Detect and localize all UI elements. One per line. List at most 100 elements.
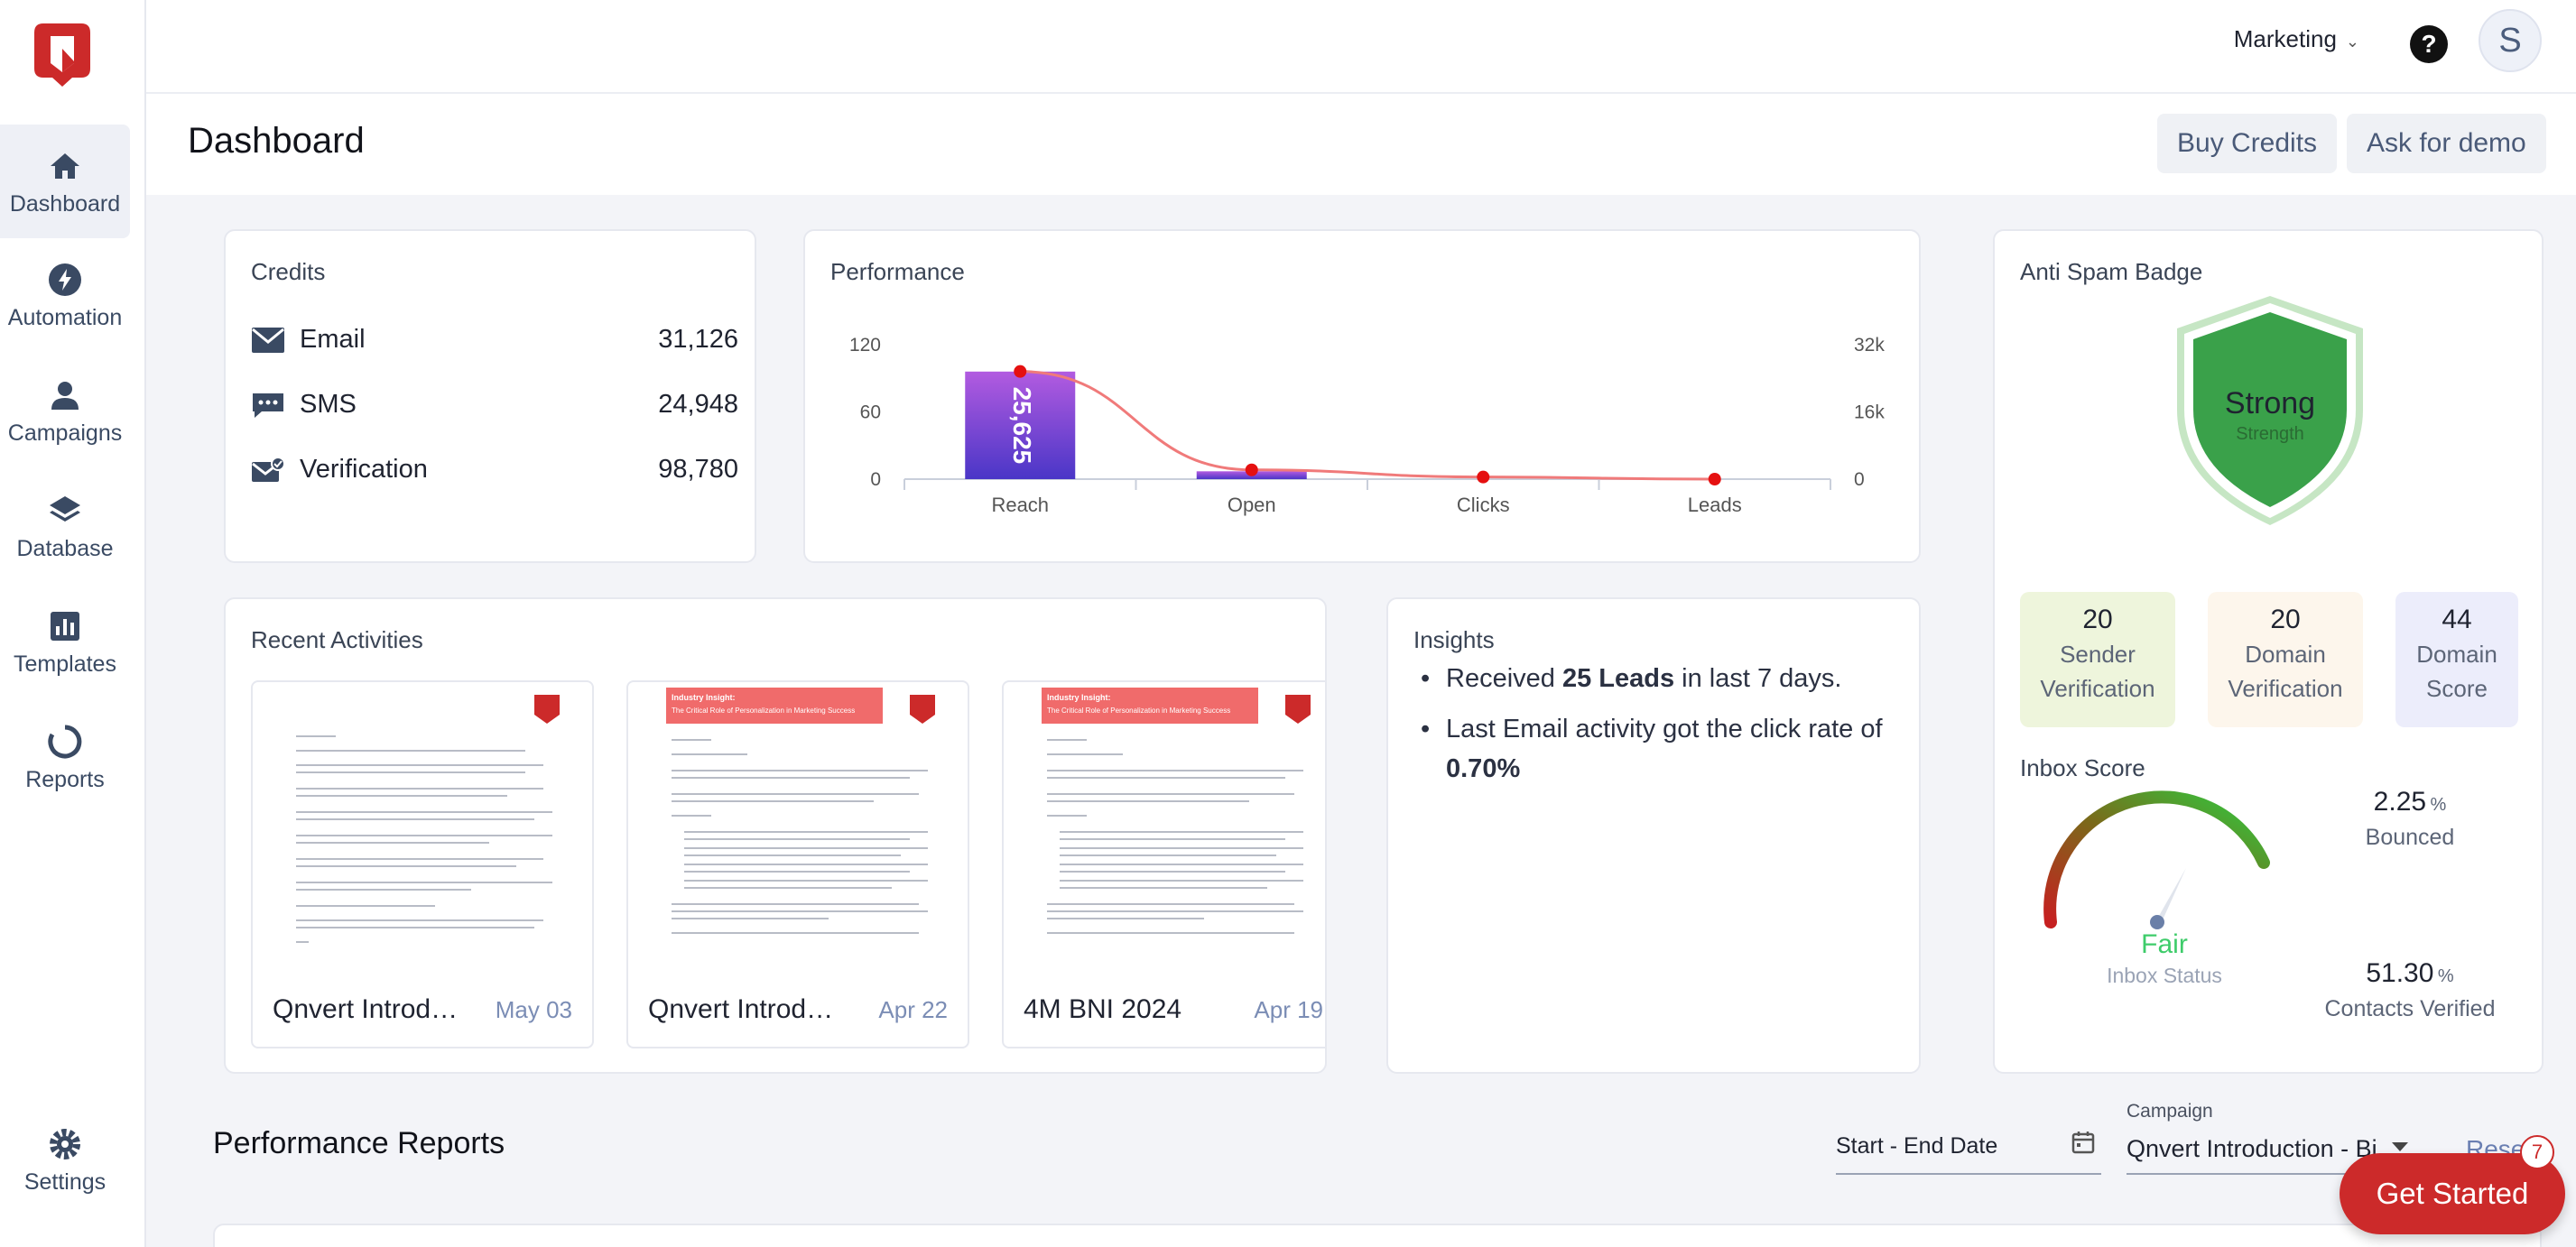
credit-value: 98,780	[658, 455, 738, 484]
email-preview-thumbnail	[296, 695, 560, 943]
credit-label: Verification	[300, 455, 428, 484]
line-point	[1014, 365, 1027, 378]
ask-demo-button[interactable]: Ask for demo	[2347, 114, 2546, 173]
insight-highlight: 0.70%	[1446, 754, 1521, 783]
metric-label: Sender	[2060, 641, 2136, 668]
metric-label: Score	[2426, 675, 2488, 702]
calendar-icon[interactable]	[2071, 1130, 2096, 1155]
sidebar-item-templates[interactable]: Templates	[0, 585, 130, 698]
workspace-label: Marketing	[2233, 25, 2337, 52]
inbox-status-value: Fair	[2141, 929, 2188, 959]
sidebar-item-settings[interactable]: Settings	[0, 1103, 130, 1216]
credit-row-verification: Verification 98,780	[251, 448, 738, 493]
y2-tick-label: 16k	[1854, 402, 1885, 423]
sidebar-item-label: Templates	[14, 651, 116, 677]
metric-domain-verification: 20 Domain Verification	[2208, 592, 2363, 727]
workspace-select[interactable]: Marketing ⌄	[2234, 25, 2359, 53]
x-tick-label: Reach	[991, 494, 1049, 516]
line-point	[1708, 473, 1721, 485]
activity-date: Apr 22	[878, 996, 948, 1023]
doc-banner-title: Industry Insight:	[1047, 693, 1111, 702]
y-tick-label: 120	[849, 335, 881, 356]
performance-title: Performance	[830, 258, 965, 285]
anti-spam-title: Anti Spam Badge	[2020, 258, 2203, 285]
x-tick-label: Leads	[1688, 494, 1742, 516]
activity-date: May 03	[495, 996, 572, 1023]
sidebar-item-dashboard[interactable]: Dashboard	[0, 125, 130, 238]
activity-card[interactable]: Industry Insight: The Critical Role of P…	[1002, 680, 1325, 1048]
y2-tick-label: 32k	[1854, 335, 1885, 356]
chevron-down-icon: ⌄	[2345, 32, 2359, 51]
activities-title: Recent Activities	[251, 626, 423, 653]
buy-credits-button[interactable]: Buy Credits	[2157, 114, 2338, 173]
reports-panel	[213, 1224, 2542, 1247]
insight-highlight: 25 Leads	[1561, 664, 1675, 693]
email-preview-thumbnail: Industry Insight: The Critical Role of P…	[666, 688, 935, 934]
activity-card[interactable]: Industry Insight: The Critical Role of P…	[626, 680, 969, 1048]
doc-banner-subtitle: The Critical Role of Personalization in …	[1047, 707, 1230, 715]
bounced-value: 2.25	[2373, 787, 2427, 817]
sidebar-item-label: Dashboard	[9, 191, 121, 217]
bar-data-label: 25,625	[1008, 387, 1036, 465]
bar	[965, 371, 1076, 479]
sidebar-item-label: Reports	[25, 767, 105, 792]
metric-label: Verification	[2228, 675, 2343, 702]
help-icon[interactable]: ?	[2410, 25, 2448, 63]
insight-text: Last Email activity got the click rate o…	[1446, 715, 1883, 744]
campaign-value: Qnvert Introduction - Bi…	[2127, 1135, 2388, 1162]
activity-card[interactable]: Qnvert Introd… May 03	[251, 680, 594, 1048]
date-range-input[interactable]: Start - End Date	[1836, 1117, 2101, 1175]
activity-name: 4M BNI 2024	[1024, 994, 1182, 1024]
sidebar: Dashboard Automation Campaigns Database …	[0, 0, 146, 1247]
sidebar-item-reports[interactable]: Reports	[0, 700, 130, 814]
campaign-label: Campaign	[2127, 1101, 2213, 1122]
campaign-select[interactable]: Campaign Qnvert Introduction - Bi…	[2127, 1101, 2414, 1175]
metric-value: 20	[2270, 605, 2301, 634]
doc-banner-title: Industry Insight:	[672, 693, 736, 702]
shield-badge-icon	[2177, 296, 2363, 525]
performance-chart: 120 60 0 32k 16k 0 25,625 Reach Open Clicks Leads	[849, 335, 1885, 516]
envelope-icon	[252, 328, 284, 353]
insight-text: Received	[1446, 664, 1555, 693]
anti-spam-card: Anti Spam Badge Strong Strength 20 Sende…	[1993, 229, 2544, 1074]
bar-chart-icon	[51, 612, 79, 641]
y-tick-label: 60	[860, 402, 881, 423]
metric-label: Verification	[2040, 675, 2155, 702]
inbox-score-title: Inbox Score	[2020, 754, 2145, 781]
metric-value: 44	[2442, 605, 2472, 634]
insights-title: Insights	[1413, 626, 1495, 653]
contacts-verified-stat: 51.30 % Contacts Verified	[2302, 958, 2518, 1022]
home-icon	[51, 153, 79, 179]
performance-reports-title: Performance Reports	[213, 1126, 505, 1160]
gear-icon	[50, 1129, 80, 1159]
activity-name: Qnvert Introd…	[273, 994, 459, 1024]
x-tick-label: Clicks	[1457, 494, 1510, 516]
sidebar-item-label: Automation	[7, 305, 123, 330]
insight-text: in last 7 days.	[1682, 664, 1842, 693]
verified-unit: %	[2437, 966, 2454, 986]
bounced-stat: 2.25 % Bounced	[2329, 787, 2491, 851]
bounced-unit: %	[2430, 795, 2447, 815]
page-header: Dashboard Buy Credits Ask for demo	[146, 94, 2576, 195]
activity-date: Apr 19	[1254, 996, 1323, 1023]
badge-strength-label: Strong	[2224, 386, 2316, 420]
qnvert-logo[interactable]	[32, 22, 92, 88]
inbox-status-label: Inbox Status	[2107, 964, 2222, 987]
sidebar-item-database[interactable]: Database	[0, 469, 130, 583]
y2-tick-label: 0	[1854, 469, 1865, 490]
avatar[interactable]: S	[2479, 9, 2542, 72]
credit-value: 24,948	[658, 390, 738, 419]
insight-click-rate: Last Email activity got the click rate o…	[1421, 709, 1924, 789]
date-range-placeholder: Start - End Date	[1836, 1133, 1998, 1159]
bounced-label: Bounced	[2365, 825, 2455, 850]
sidebar-item-automation[interactable]: Automation	[0, 238, 130, 352]
performance-card: Performance 120 60 0 32k 16k 0 25,625 Reach Open…	[803, 229, 1921, 563]
sidebar-item-campaigns[interactable]: Campaigns	[0, 354, 130, 467]
credit-row-sms: SMS 24,948	[251, 383, 738, 428]
line-point	[1245, 463, 1258, 476]
page-title: Dashboard	[188, 121, 365, 161]
credits-card: Credits Email 31,126 SMS 24,948 Verifica…	[224, 229, 756, 563]
verified-label: Contacts Verified	[2324, 996, 2496, 1021]
credits-title: Credits	[251, 258, 326, 285]
credit-value: 31,126	[658, 325, 738, 354]
